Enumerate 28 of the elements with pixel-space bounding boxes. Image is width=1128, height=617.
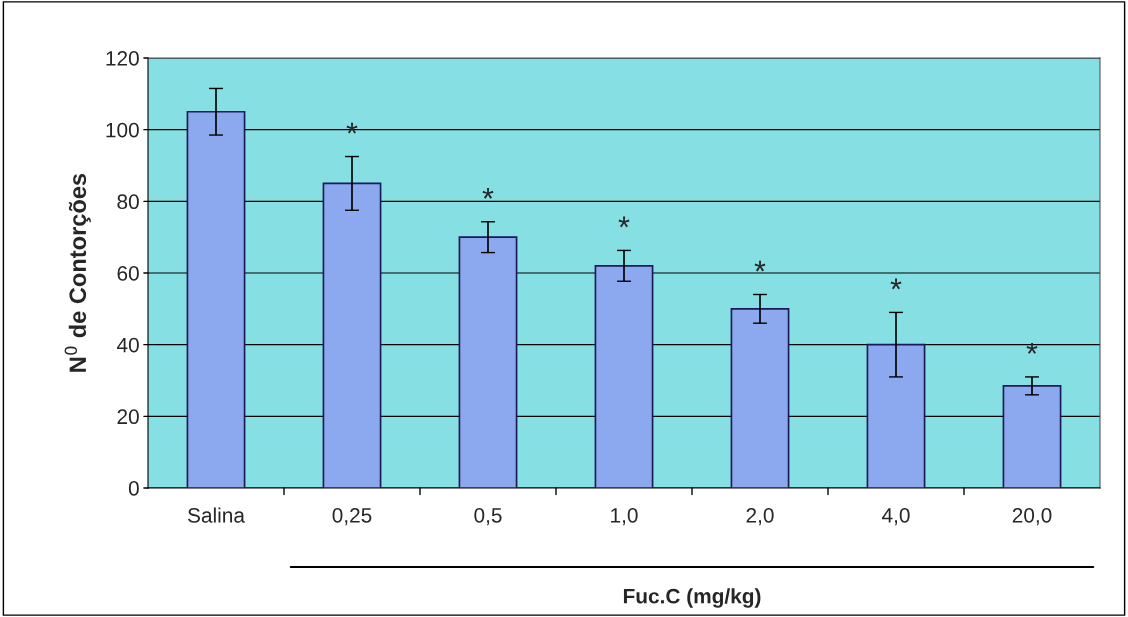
- y-tick-label: 100: [106, 122, 139, 138]
- x-tick-label: 2,0: [746, 507, 774, 526]
- x-tick-label: 1,0: [611, 507, 638, 526]
- y-tick-label: 40: [116, 337, 139, 353]
- y-tick-label: 120: [106, 51, 139, 66]
- annotation: *: [1026, 343, 1038, 354]
- annotation: *: [618, 216, 630, 228]
- annotation: *: [754, 260, 766, 272]
- bar: [594, 264, 654, 488]
- bar: [322, 182, 382, 488]
- y-tick-label: 80: [117, 194, 139, 210]
- annotation: *: [890, 278, 902, 290]
- annotation: *: [482, 187, 494, 199]
- bar: [1002, 385, 1062, 488]
- x-tick-label: 0,25: [332, 507, 372, 526]
- y-axis-title: N$^{0}$ de Contorções: [64, 173, 91, 372]
- bar: [730, 307, 790, 488]
- bar: [866, 343, 926, 488]
- y-tick-label: 20: [117, 409, 139, 425]
- bar: [186, 110, 246, 488]
- x-tick-label: Salina: [187, 507, 245, 523]
- x-tick-label: 20,0: [1012, 507, 1052, 526]
- y-tick-label: 60: [117, 266, 139, 281]
- x-axis-title: Fuc.C (mg/kg): [623, 588, 761, 608]
- x-tick-label: 0,5: [474, 507, 502, 526]
- y-tick-label: 0: [128, 481, 139, 496]
- x-tick-label: 4,0: [882, 507, 910, 526]
- bar: [458, 236, 518, 488]
